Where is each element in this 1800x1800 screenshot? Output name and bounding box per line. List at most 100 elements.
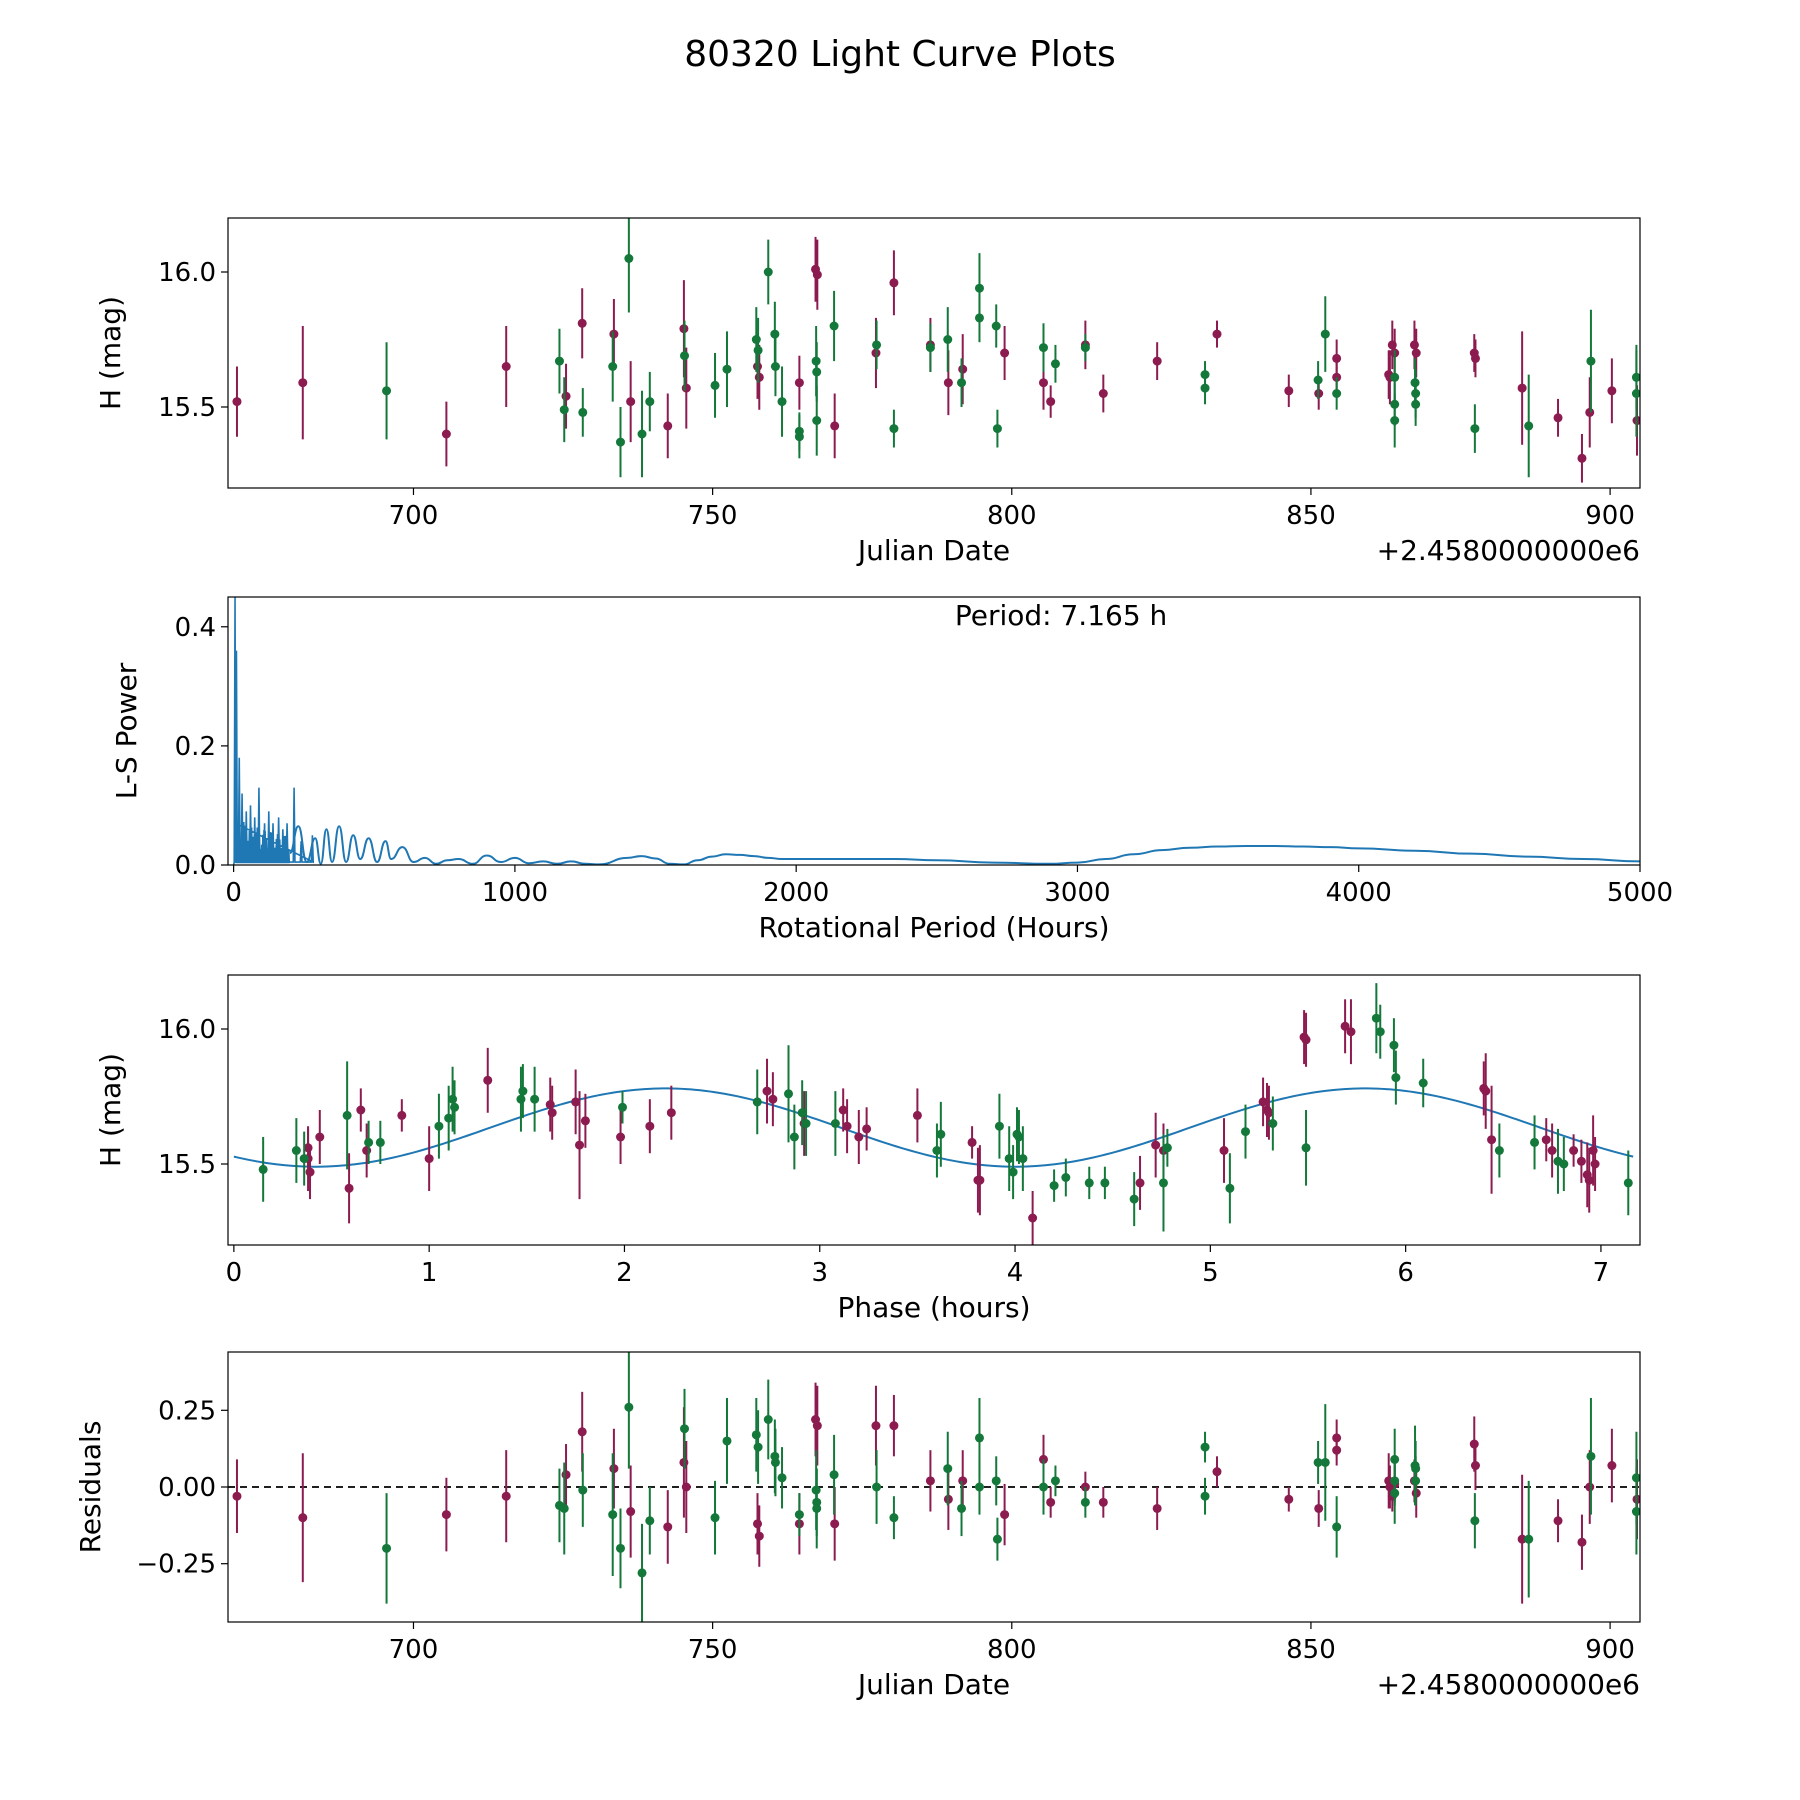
data-point	[770, 362, 780, 371]
data-point	[561, 391, 571, 401]
data-point	[1284, 386, 1294, 396]
phased-series-red	[303, 999, 1600, 1245]
residuals-ytick-label: 0.00	[158, 1473, 216, 1503]
data-point	[663, 421, 673, 431]
data-point	[1494, 1146, 1504, 1155]
data-point	[889, 1421, 899, 1431]
data-point	[830, 421, 840, 431]
data-point	[681, 1482, 691, 1492]
data-point	[1332, 389, 1342, 398]
data-point	[624, 1402, 634, 1412]
data-point	[299, 1154, 309, 1164]
phased-xtick-label: 6	[1397, 1258, 1414, 1288]
data-point	[943, 1464, 953, 1474]
data-point	[1152, 1503, 1162, 1513]
data-point	[609, 1464, 619, 1474]
data-point	[1008, 1167, 1018, 1177]
data-point	[1200, 1442, 1210, 1452]
data-point	[545, 1100, 555, 1110]
data-point	[645, 1121, 655, 1131]
data-point	[752, 1097, 762, 1107]
data-point	[751, 335, 761, 344]
data-point	[812, 416, 822, 425]
data-point	[1301, 1035, 1311, 1045]
data-point	[624, 254, 634, 263]
data-point	[1588, 1146, 1598, 1155]
data-point	[797, 1108, 807, 1118]
data-point	[609, 329, 619, 339]
periodogram-ytick-label: 0.2	[175, 732, 216, 762]
data-point	[1284, 1494, 1294, 1504]
periodogram-xtick-label: 2000	[763, 878, 829, 908]
data-point	[615, 1543, 625, 1553]
data-point	[763, 1415, 773, 1424]
data-point	[424, 1154, 434, 1164]
residuals-plot-area	[228, 1352, 1640, 1622]
data-point	[862, 1124, 872, 1134]
data-point	[1162, 1143, 1172, 1153]
data-point	[1375, 1027, 1385, 1037]
data-point	[1046, 397, 1056, 407]
data-point	[645, 397, 655, 407]
data-point	[936, 1129, 946, 1139]
periodogram-line	[288, 825, 1640, 865]
data-point	[441, 1510, 451, 1520]
data-point	[1586, 356, 1596, 366]
data-point	[957, 378, 967, 388]
data-point	[871, 1421, 881, 1431]
data-point	[1158, 1178, 1168, 1188]
data-point	[618, 1102, 628, 1112]
data-point	[710, 1513, 720, 1523]
data-point	[1346, 1027, 1356, 1037]
data-point	[291, 1146, 301, 1155]
phased-xtick-label: 3	[811, 1258, 828, 1288]
data-point	[1061, 1173, 1071, 1182]
data-point	[483, 1075, 493, 1085]
data-point	[608, 1510, 618, 1520]
data-point	[958, 1476, 968, 1486]
lightcurve-xtick-label: 700	[389, 501, 439, 531]
data-point	[1038, 378, 1048, 388]
periodogram-ylabel: L-S Power	[110, 662, 143, 799]
data-point	[754, 372, 764, 382]
data-point	[943, 378, 953, 388]
data-point	[829, 1470, 839, 1480]
data-point	[1524, 1534, 1534, 1544]
data-point	[1390, 1488, 1400, 1498]
data-point	[889, 424, 899, 434]
data-point	[1268, 1119, 1278, 1128]
periodogram-panel: 0 1000 2000 3000 4000 5000 0.0 0.2 0.4 Rotational…	[110, 596, 1673, 944]
data-point	[974, 283, 984, 293]
phased-plot-area	[233, 983, 1634, 1245]
data-point	[561, 1470, 571, 1480]
periodogram-xtick-label: 3000	[1044, 878, 1110, 908]
data-point	[1264, 1108, 1274, 1118]
data-point	[305, 1167, 315, 1177]
data-point	[1084, 1178, 1094, 1188]
data-point	[626, 397, 636, 407]
periodogram-axes-frame	[227, 596, 1641, 866]
phased-xtick-label: 0	[226, 1258, 243, 1288]
residuals-xtick-label: 800	[987, 1635, 1037, 1665]
residuals-xtick-label: 700	[389, 1635, 439, 1665]
data-point	[801, 1119, 811, 1128]
data-point	[315, 1132, 325, 1142]
periodogram-xlabel: Rotational Period (Hours)	[758, 911, 1109, 944]
data-point	[518, 1086, 528, 1096]
data-point	[616, 1132, 626, 1142]
data-point	[992, 424, 1002, 434]
lightcurve-xtick-label: 800	[987, 501, 1037, 531]
residuals-series-red	[232, 1382, 1640, 1604]
data-point	[559, 405, 569, 415]
data-point	[1487, 1135, 1497, 1145]
data-point	[1332, 1522, 1342, 1532]
data-point	[1623, 1178, 1633, 1188]
data-point	[1332, 1445, 1342, 1455]
data-point	[1631, 1507, 1640, 1517]
residuals-xlabel: Julian Date	[856, 1668, 1010, 1701]
data-point	[450, 1102, 460, 1112]
data-point	[889, 278, 899, 288]
lightcurve-xtick-label: 750	[688, 501, 738, 531]
data-point	[1470, 424, 1480, 434]
data-point	[577, 318, 587, 328]
